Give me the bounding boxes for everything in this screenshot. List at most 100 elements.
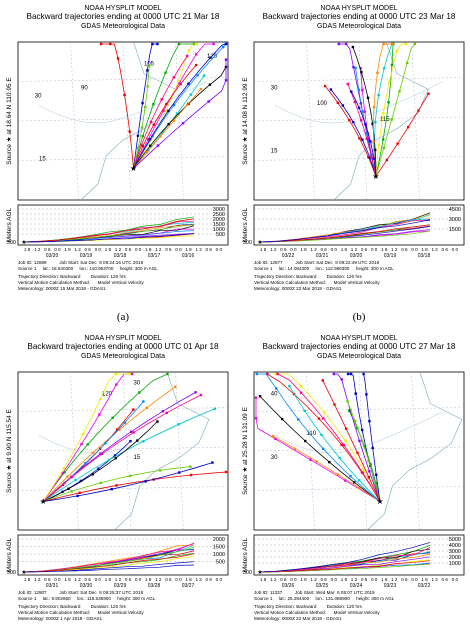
trajectory-marker [165, 411, 168, 415]
trajectory-marker [333, 403, 336, 406]
source-label: Source ★ at 18.64 N 110.95 E [5, 77, 13, 165]
trajectory-marker [91, 473, 94, 476]
trajectory-marker [199, 87, 203, 91]
trajectory-marker [321, 379, 324, 382]
map-grid [253, 116, 465, 122]
trajectory-marker [132, 431, 135, 434]
footer-line: Vertical Motion Calculation Method: Mode… [254, 610, 380, 615]
height-trace [259, 224, 431, 243]
trajectory-marker [212, 42, 215, 46]
trajectory-marker [349, 475, 352, 478]
map-label: 115 [380, 117, 390, 123]
trajectory [101, 43, 134, 169]
trajectory-marker [178, 81, 181, 84]
height-trace [259, 542, 431, 573]
trajectory-marker [374, 481, 378, 485]
trajectory-marker [354, 66, 357, 70]
trajectory [43, 421, 158, 502]
height-tick-label: 2000 [213, 217, 225, 223]
trajectory-marker [367, 155, 370, 159]
trajectory-marker [356, 451, 359, 455]
trajectory [42, 373, 133, 502]
map-grid [17, 116, 229, 122]
start-height: 300 [243, 240, 252, 246]
trajectory-marker [368, 156, 372, 159]
trajectory-marker [86, 443, 89, 446]
trajectory [347, 83, 377, 177]
trajectory-marker [377, 143, 381, 146]
map-label: 110 [307, 431, 317, 437]
trajectory-marker [166, 372, 169, 376]
trajectory-marker [346, 400, 349, 403]
trajectory-marker [321, 447, 325, 451]
trajectory [255, 397, 381, 502]
trajectory-marker [254, 416, 258, 420]
trajectory-marker [99, 481, 102, 485]
trajectory-marker [375, 473, 378, 476]
map-label: 90 [81, 85, 88, 91]
trajectory-marker [130, 372, 134, 376]
trajectory-marker [63, 471, 66, 474]
trajectory-marker [224, 79, 228, 82]
trajectory-marker [76, 494, 79, 498]
trajectory [373, 43, 393, 177]
map-label: 30 [35, 93, 42, 99]
trajectory-marker [368, 419, 371, 423]
trajectory-marker [363, 110, 366, 113]
trajectory-marker [123, 421, 126, 424]
trajectory-marker [363, 444, 366, 448]
trajectory-marker [352, 121, 355, 124]
trajectory-marker [304, 439, 307, 443]
trajectory [259, 395, 381, 502]
trajectory-marker [360, 428, 364, 432]
trajectory-marker [97, 467, 100, 470]
trajectory-marker [344, 42, 348, 46]
trajectory-marker [165, 102, 168, 106]
trajectory-marker [99, 42, 103, 46]
trajectory-marker [177, 42, 181, 46]
date-label: 03/19 [384, 253, 397, 259]
height-tick-label: 1000 [213, 552, 225, 558]
trajectory [133, 43, 197, 169]
height-trace [23, 553, 195, 573]
trajectory-marker [369, 463, 372, 466]
trajectory-marker [145, 151, 149, 154]
panel-title: GDAS Meteorological Data [317, 23, 401, 30]
trajectory-marker [276, 372, 279, 376]
trajectory-marker [81, 432, 85, 436]
trajectory-marker [107, 458, 111, 462]
start-height: 300 [7, 240, 16, 246]
height-frame [17, 534, 229, 576]
trajectory-marker [196, 74, 199, 77]
source-star: ★ [372, 172, 379, 181]
trajectory-marker [361, 471, 364, 475]
height-trace [23, 233, 195, 243]
trajectory-marker [299, 384, 303, 388]
trajectory-marker [338, 456, 341, 460]
trajectory-marker [274, 437, 277, 441]
map-grid [17, 446, 229, 452]
trajectory-marker [172, 103, 176, 107]
panel-title: NOAA HYSPLIT MODEL [84, 5, 161, 12]
trajectory-marker [357, 88, 361, 91]
date-label: 03/25 [316, 583, 329, 589]
source-star: ★ [21, 239, 26, 246]
trajectory-marker [309, 458, 312, 461]
trajectory-marker [141, 134, 144, 138]
trajectory-marker [177, 423, 180, 426]
trajectory-marker [187, 49, 191, 52]
trajectory-marker [254, 396, 258, 399]
trajectory-marker [323, 411, 326, 414]
trajectory [372, 43, 393, 177]
trajectory-marker [67, 487, 70, 490]
map-label: 30 [134, 381, 141, 387]
trajectory-marker [177, 79, 180, 83]
trajectory-marker [141, 145, 145, 148]
trajectory-marker [359, 67, 362, 70]
trajectory-marker [132, 408, 135, 411]
trajectory-marker [332, 372, 336, 376]
map-label: 15 [134, 455, 141, 461]
trajectory [42, 373, 130, 502]
trajectory-marker [189, 473, 193, 477]
